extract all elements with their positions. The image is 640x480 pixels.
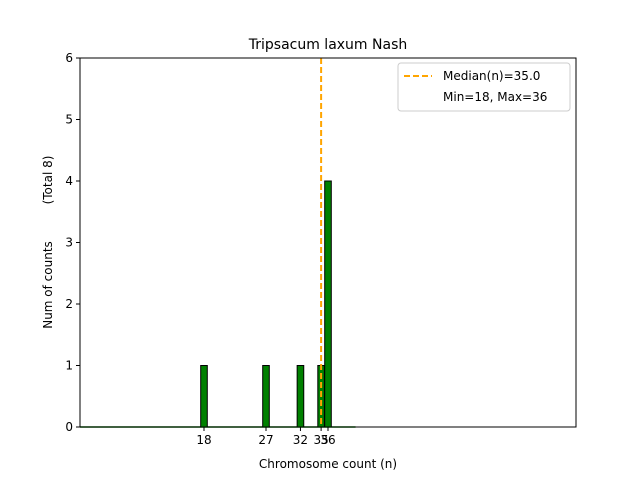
legend-median-label: Median(n)=35.0 bbox=[443, 69, 540, 83]
chart-title: Tripsacum laxum Nash bbox=[248, 37, 408, 53]
y-tick-label-3: 3 bbox=[65, 236, 73, 250]
bar-36 bbox=[324, 180, 332, 428]
y-tick-label-2: 2 bbox=[65, 297, 73, 311]
x-tick-label-36: 36 bbox=[320, 433, 335, 447]
bar-18 bbox=[200, 365, 208, 428]
y-tick-label-5: 5 bbox=[65, 113, 73, 127]
bar-27 bbox=[262, 365, 270, 428]
legend-range-label: Min=18, Max=36 bbox=[443, 90, 547, 104]
y-tick-label-0: 0 bbox=[65, 420, 73, 434]
y-tick-label-1: 1 bbox=[65, 359, 73, 373]
legend-box bbox=[397, 62, 571, 112]
y-axis-total-label: (Total 8) bbox=[41, 156, 55, 205]
y-tick-label-4: 4 bbox=[65, 174, 73, 188]
y-axis-label: Num of counts bbox=[41, 241, 55, 329]
y-tick-label-6: 6 bbox=[65, 51, 73, 65]
x-tick-label-35: 35 bbox=[313, 433, 328, 447]
x-tick-label-18: 18 bbox=[196, 433, 211, 447]
bar-32 bbox=[296, 365, 305, 428]
legend: Median(n)=35.0 Min=18, Max=36 bbox=[397, 62, 571, 112]
plot-frame bbox=[79, 57, 577, 428]
x-tick-label-32: 32 bbox=[293, 433, 308, 447]
x-tick-label-27: 27 bbox=[258, 433, 273, 447]
x-axis-label: Chromosome count (n) bbox=[259, 457, 397, 471]
